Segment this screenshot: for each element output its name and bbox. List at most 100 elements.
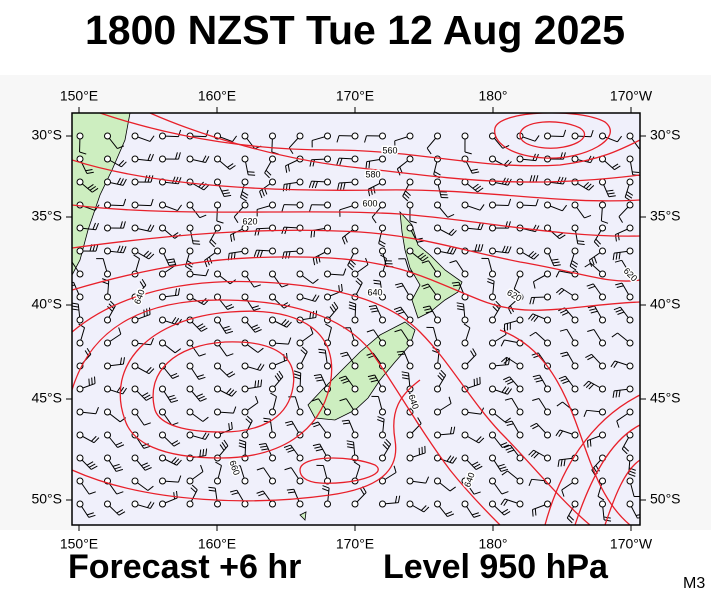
barb-station <box>627 133 633 139</box>
barb-station <box>325 133 331 139</box>
barb-station <box>462 340 468 346</box>
top-tick-label: 160°E <box>198 88 236 104</box>
barb-station <box>270 156 276 162</box>
barb-station <box>435 409 441 415</box>
barb-feather <box>578 244 585 245</box>
barb-station <box>297 501 303 507</box>
barb-station <box>462 225 468 231</box>
barb-station <box>435 478 441 484</box>
barb-station <box>242 409 248 415</box>
barb-station <box>242 478 248 484</box>
barb-station <box>627 340 633 346</box>
barb-station <box>105 156 111 162</box>
barb-station <box>77 156 83 162</box>
barb-station <box>517 156 523 162</box>
barb-station <box>132 501 138 507</box>
barb-station <box>325 409 331 415</box>
barb-station <box>380 409 386 415</box>
barb-station <box>572 501 578 507</box>
barb-station <box>435 363 441 369</box>
barb-station <box>105 409 111 415</box>
barb-station <box>270 340 276 346</box>
barb-station <box>600 478 606 484</box>
barb-station <box>572 478 578 484</box>
contour-label: 560 <box>382 145 397 155</box>
barb-station <box>407 455 413 461</box>
barb-station <box>160 386 166 392</box>
barb-station <box>297 455 303 461</box>
barb-station <box>462 432 468 438</box>
barb-station <box>325 501 331 507</box>
level-label: Level 950 hPa <box>383 548 609 586</box>
barb-station <box>407 363 413 369</box>
left-tick-label: 40°S <box>31 296 62 312</box>
barb-station <box>325 432 331 438</box>
barb-station <box>270 455 276 461</box>
barb-station <box>517 271 523 277</box>
barb-station <box>270 478 276 484</box>
barb-station <box>215 317 221 323</box>
barb-station <box>572 294 578 300</box>
barb-station <box>545 386 551 392</box>
barb-station <box>462 202 468 208</box>
barb-station <box>215 156 221 162</box>
barb-station <box>627 363 633 369</box>
barb-station <box>380 501 386 507</box>
barb-station <box>572 133 578 139</box>
barb-feather <box>533 510 534 517</box>
barb-station <box>160 432 166 438</box>
barb-station <box>407 501 413 507</box>
barb-station <box>352 432 358 438</box>
barb-feather <box>632 172 639 173</box>
barb-station <box>105 317 111 323</box>
barb-station <box>407 294 413 300</box>
barb-station <box>160 271 166 277</box>
barb-station <box>132 179 138 185</box>
barb-station <box>380 156 386 162</box>
barb-station <box>132 225 138 231</box>
barb-station <box>187 202 193 208</box>
barb-station <box>380 386 386 392</box>
barb-station <box>627 294 633 300</box>
barb-station <box>187 271 193 277</box>
barb-station <box>545 501 551 507</box>
barb-station <box>160 133 166 139</box>
barb-station <box>297 478 303 484</box>
barb-station <box>242 179 248 185</box>
barb-station <box>187 156 193 162</box>
barb-station <box>215 432 221 438</box>
right-tick-label: 45°S <box>650 390 681 406</box>
barb-station <box>490 363 496 369</box>
barb-station <box>215 363 221 369</box>
barb-station <box>600 179 606 185</box>
barb-station <box>270 202 276 208</box>
barb-station <box>545 317 551 323</box>
barb-station <box>490 501 496 507</box>
barb-station <box>160 455 166 461</box>
barb-station <box>435 432 441 438</box>
barb-station <box>462 271 468 277</box>
barb-station <box>105 179 111 185</box>
barb-station <box>600 432 606 438</box>
barb-station <box>545 432 551 438</box>
barb-station <box>490 248 496 254</box>
bottom-tick-label: 170°E <box>336 536 374 552</box>
barb-station <box>380 225 386 231</box>
barb-station <box>77 432 83 438</box>
barb-station <box>462 409 468 415</box>
barb-station <box>160 294 166 300</box>
barb-station <box>160 156 166 162</box>
barb-station <box>572 179 578 185</box>
barb-station <box>297 386 303 392</box>
barb-station <box>407 179 413 185</box>
contour-label: 580 <box>365 169 380 179</box>
barb-station <box>77 202 83 208</box>
right-tick-label: 40°S <box>650 296 681 312</box>
barb-station <box>270 501 276 507</box>
barb-station <box>187 363 193 369</box>
barb-station <box>600 271 606 277</box>
left-tick-label: 35°S <box>31 208 62 224</box>
right-tick-label: 35°S <box>650 208 681 224</box>
barb-station <box>572 363 578 369</box>
